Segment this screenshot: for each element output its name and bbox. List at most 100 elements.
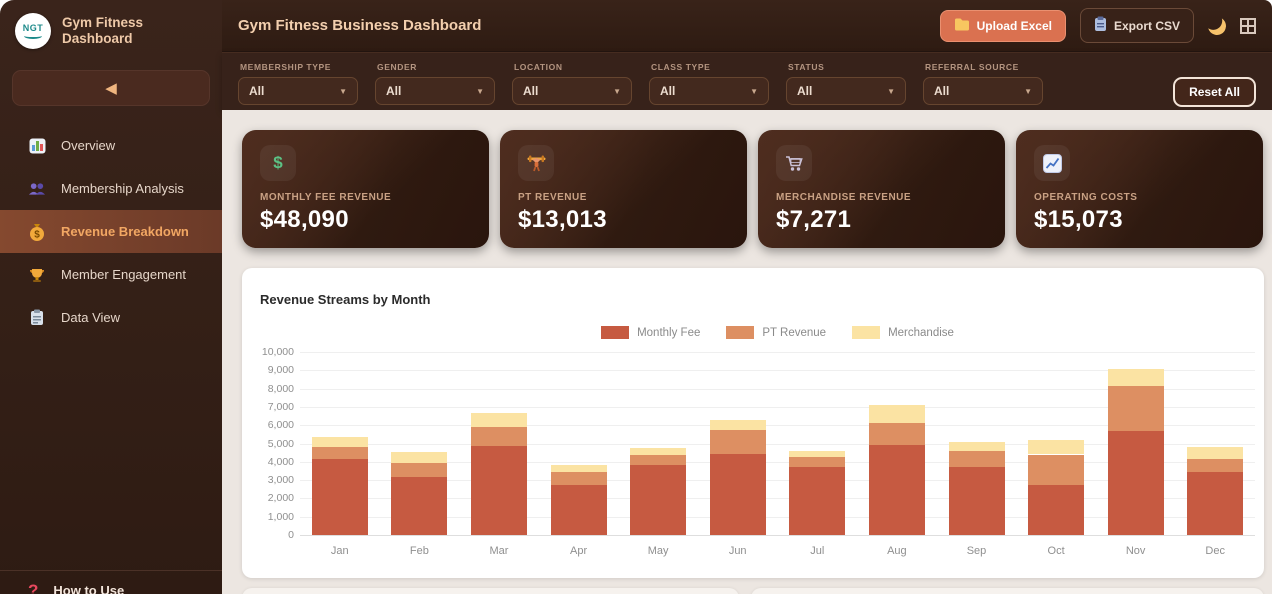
sidebar-nav: Overview Membership Analysis $ Revenue Brea… [0,124,222,339]
filter-group-location: LOCATION All ▼ [512,60,632,105]
bar-mar-merchandise[interactable] [471,413,527,427]
question-icon: ? [28,581,39,594]
next-card-stub-right [751,588,1264,594]
bar-apr-merchandise[interactable] [550,464,607,472]
bar-jul-merchandise[interactable] [789,450,846,458]
export-csv-button[interactable]: Export CSV [1079,8,1194,43]
kpi-row: $ MONTHLY FEE REVENUE $48,090 PT REVENUE $13… [242,130,1263,248]
bar-dec-merchandise[interactable] [1187,447,1244,460]
sidebar-item-member-engagement[interactable]: Member Engagement [0,253,222,296]
bar-mar-monthly-fee[interactable] [471,446,527,535]
header: Gym Fitness Business Dashboard Upload Ex… [222,0,1272,52]
gridline [300,535,1255,536]
bar-jan-monthly-fee[interactable] [311,459,368,535]
filter-group-referral-source: REFERRAL SOURCE All ▼ [923,60,1043,105]
filter-select-status[interactable]: All ▼ [786,77,906,105]
bar-sep-monthly-fee[interactable] [948,467,1005,535]
bar-feb-merchandise[interactable] [391,451,448,463]
bar-jan-merchandise[interactable] [311,437,368,448]
chart-up-icon [1034,145,1070,181]
bar-may-merchandise[interactable] [630,448,687,456]
bar-sep-merchandise[interactable] [948,441,1005,451]
filter-value: All [934,84,950,98]
kpi-label: MONTHLY FEE REVENUE [260,192,392,203]
moon-icon[interactable] [1206,14,1228,36]
next-card-stub-left [242,588,739,594]
logo-text: NGT [22,23,44,33]
sidebar-item-data-view[interactable]: Data View [0,296,222,339]
bar-may-pt-revenue[interactable] [630,455,687,465]
chevron-down-icon: ▼ [339,86,347,96]
nav-item-label: Member Engagement [61,267,187,282]
bar-feb-pt-revenue[interactable] [391,462,448,478]
nav-item-label: Data View [61,310,121,325]
bar-feb-monthly-fee[interactable] [391,477,448,535]
legend-item-pt-revenue[interactable]: PT Revenue [726,326,826,339]
bar-aug-monthly-fee[interactable] [868,445,925,535]
bar-oct-merchandise[interactable] [1028,439,1084,455]
gridline [300,443,1255,445]
filter-select-gender[interactable]: All ▼ [375,77,495,105]
header-actions: Upload Excel Export CSV [939,8,1256,43]
legend-swatch [601,326,630,339]
filter-select-referral-source[interactable]: All ▼ [923,77,1043,105]
bar-jun-merchandise[interactable] [709,419,766,430]
bar-may-monthly-fee[interactable] [630,464,687,535]
bar-jul-monthly-fee[interactable] [789,467,846,535]
bar-jun-pt-revenue[interactable] [709,429,766,454]
page-title: Gym Fitness Business Dashboard [238,17,482,34]
ngt-logo: NGT [15,13,51,49]
bar-dec-pt-revenue[interactable] [1187,459,1244,472]
bar-apr-pt-revenue[interactable] [550,471,607,485]
chevron-down-icon: ▼ [750,86,758,96]
bar-nov-monthly-fee[interactable] [1107,430,1164,535]
bar-mar-pt-revenue[interactable] [471,427,527,447]
filter-value: All [386,84,402,98]
filter-select-location[interactable]: All ▼ [512,77,632,105]
svg-text:$: $ [34,229,40,240]
bar-jan-pt-revenue[interactable] [311,447,368,460]
bar-chart-icon [28,137,46,155]
upload-excel-button[interactable]: Upload Excel [939,9,1066,42]
bar-oct-monthly-fee[interactable] [1028,484,1084,535]
sidebar-item-membership-analysis[interactable]: Membership Analysis [0,167,222,210]
bar-jun-monthly-fee[interactable] [709,453,766,535]
chevron-down-icon: ▼ [476,86,484,96]
bar-nov-merchandise[interactable] [1107,369,1164,386]
sidebar-item-how-to-use[interactable]: ? How to Use [0,570,222,594]
kpi-card-monthly-fee-revenue: $ MONTHLY FEE REVENUE $48,090 [242,130,489,248]
bar-aug-merchandise[interactable] [868,405,925,424]
bar-apr-monthly-fee[interactable] [550,484,607,535]
chevron-down-icon: ▼ [613,86,621,96]
sidebar-collapse-button[interactable]: ◀ [12,70,210,106]
x-axis-label-aug: Aug [887,545,907,557]
filter-group-class-type: CLASS TYPE All ▼ [649,60,769,105]
bar-jul-pt-revenue[interactable] [789,457,846,468]
bar-oct-pt-revenue[interactable] [1028,454,1084,485]
kpi-value: $15,073 [1034,206,1123,233]
sidebar-item-overview[interactable]: Overview [0,124,222,167]
filter-group-status: STATUS All ▼ [786,60,906,105]
people-icon [28,180,46,198]
y-axis-tick: 3,000 [267,474,294,487]
filter-group-membership-type: MEMBERSHIP TYPE All ▼ [238,60,358,105]
filter-value: All [249,84,265,98]
legend-item-monthly-fee[interactable]: Monthly Fee [601,326,700,339]
filter-value: All [660,84,676,98]
kpi-value: $13,013 [518,206,607,233]
bar-sep-pt-revenue[interactable] [948,450,1005,468]
fullscreen-icon[interactable] [1240,17,1256,34]
reset-all-button[interactable]: Reset All [1173,77,1256,107]
legend-item-merchandise[interactable]: Merchandise [852,326,954,339]
bar-aug-pt-revenue[interactable] [868,423,925,446]
filter-select-membership-type[interactable]: All ▼ [238,77,358,105]
sidebar-header: NGT Gym Fitness Dashboard [0,0,222,62]
filter-label: LOCATION [514,62,563,72]
x-axis-label-sep: Sep [966,545,987,557]
kpi-label: OPERATING COSTS [1034,192,1138,203]
filter-select-class-type[interactable]: All ▼ [649,77,769,105]
bar-nov-pt-revenue[interactable] [1107,385,1164,431]
filter-groups: MEMBERSHIP TYPE All ▼ GENDER All ▼ LOCATION All… [238,60,1060,105]
sidebar-item-revenue-breakdown[interactable]: $ Revenue Breakdown [0,210,222,253]
bar-dec-monthly-fee[interactable] [1187,471,1244,535]
